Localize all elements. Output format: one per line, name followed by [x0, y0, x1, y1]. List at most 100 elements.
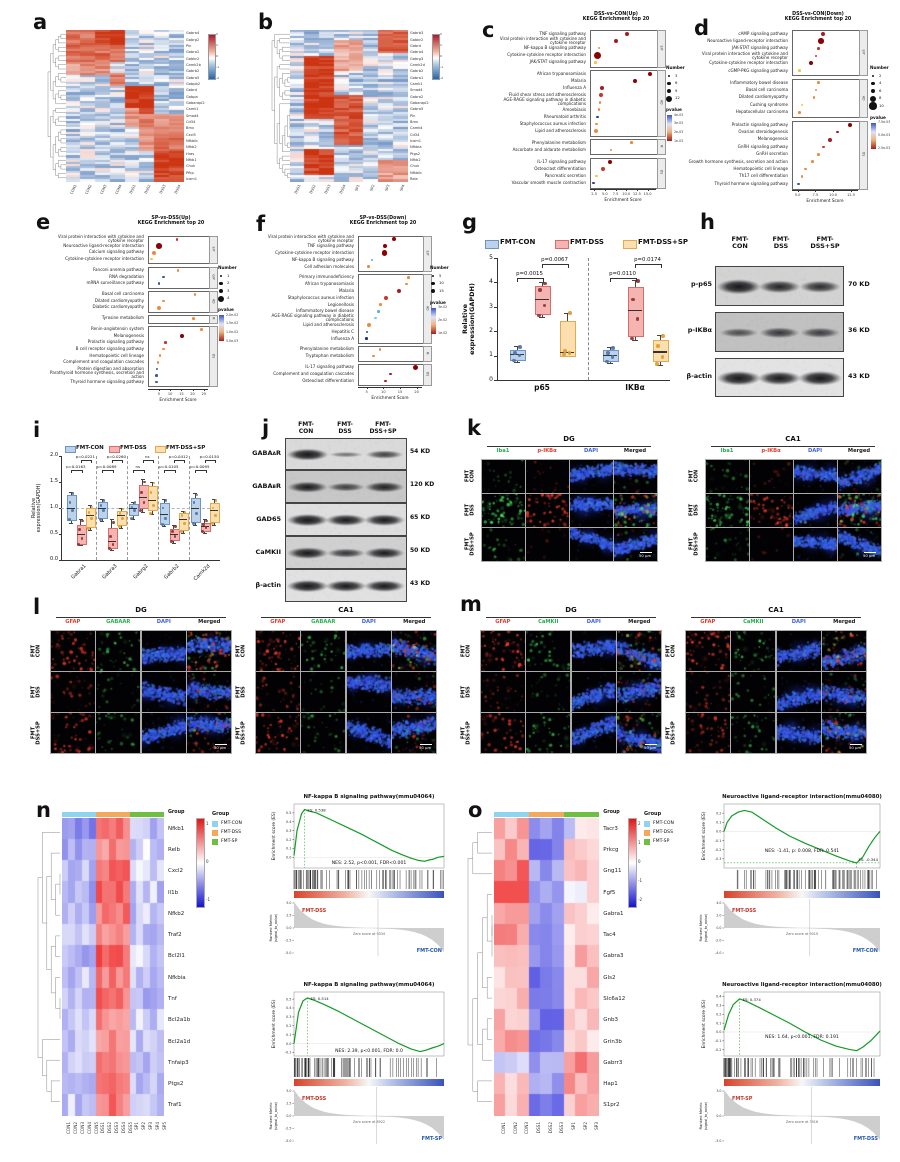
sig-label: p=0.0110 — [609, 271, 636, 277]
pvalue-tick: 4e-03 — [674, 112, 684, 117]
micrograph-l-CA1-0-3 — [391, 629, 437, 672]
facet-strip-label-text: HD — [659, 99, 664, 105]
tick-label: 5 — [365, 390, 368, 394]
legend-number-title: Number — [218, 265, 237, 270]
x-axis — [61, 560, 220, 561]
channel-label: Iba1 — [720, 448, 734, 454]
whisker-cap — [202, 532, 207, 534]
molecular-weight: 43 KD — [848, 371, 870, 380]
sig-bracket — [111, 460, 123, 464]
data-point — [164, 498, 168, 502]
molecular-weight: 54 KD — [410, 448, 431, 455]
sig-bracket — [610, 278, 637, 282]
column-label: SP4 — [398, 184, 406, 192]
blot-column-header: FMT- DSS+SP — [810, 235, 840, 251]
enrichment-dot — [154, 380, 158, 384]
sig-bracket — [195, 470, 207, 474]
gene-label: Bmx — [410, 119, 419, 124]
data-point — [610, 355, 615, 359]
scale-label: 50 μm — [214, 744, 227, 750]
gene-label: Nfkbib — [186, 138, 198, 143]
panel-letter-g: g — [462, 210, 478, 234]
pathway-label: NF-kappa B signaling pathway — [291, 256, 354, 262]
molecular-weight: 65 KD — [410, 513, 431, 521]
blot-image — [285, 569, 407, 602]
median-line — [628, 309, 642, 312]
whisker-cap — [100, 498, 104, 500]
whisker-cap — [78, 545, 83, 547]
sig-label: p=0.0105 — [159, 463, 179, 469]
legend-size-dot — [667, 81, 671, 86]
svg-text:NES: 1.64, p<0.001, FDR: 0.191: NES: 1.64, p<0.001, FDR: 0.191 — [765, 1034, 839, 1040]
pathway-label: Complement and coagulation cascades — [273, 371, 354, 377]
svg-text:0.0: 0.0 — [716, 926, 721, 930]
pathway-label: IL-17 signaling pathway — [537, 158, 586, 164]
facet-strip — [657, 30, 666, 68]
median-line — [107, 541, 116, 543]
data-point — [86, 527, 90, 531]
facet-box — [590, 70, 658, 137]
panel-a: Gabra4 Gabrg2 Pln Gabra2 Gabbr2 Camk2b Gabrb2 G… — [28, 8, 242, 198]
colorbar-tick: 0 — [206, 859, 209, 864]
data-point — [183, 510, 187, 514]
svg-text:0.0: 0.0 — [716, 830, 721, 834]
svg-text:-5.0: -5.0 — [285, 1139, 291, 1143]
pathway-label: GnRH secretion — [756, 151, 788, 157]
panel-h: FMT- CON FMT- DSS FMT- DSS+SP p-p65 70 KD p-I… — [686, 200, 900, 398]
enrichment-dot — [592, 181, 595, 185]
svg-text:0.0: 0.0 — [286, 926, 291, 930]
legend-size-dot — [667, 74, 671, 78]
kegg-title: SP-vs-DSS(Down) KEGG Enrichment top 20 — [349, 216, 417, 227]
median-line — [138, 497, 147, 499]
gene-label: Gabarapl2 — [410, 100, 429, 105]
box — [535, 286, 551, 315]
pathway-label: Basal cell carcinoma — [101, 291, 144, 297]
whisker-cap — [607, 362, 613, 364]
whisker-cap — [109, 549, 114, 551]
channel-label: Iba1 — [496, 448, 510, 454]
row-group-label-text: FMT DSS+SP — [688, 532, 700, 556]
data-point — [538, 287, 542, 292]
pathway-label: AGE-RAGE signaling pathway in diabetic c… — [271, 313, 354, 323]
data-point — [90, 517, 93, 520]
tick-label: 5.0 — [794, 193, 801, 197]
tick — [192, 389, 194, 391]
gene-label: Gabrb3 — [410, 31, 424, 36]
micrograph-m-CA1-0-3 — [821, 629, 867, 672]
legend-label: FMT-CON — [221, 820, 242, 826]
tick — [494, 258, 497, 259]
column-label: CON2 — [84, 184, 93, 196]
legend-size-dot — [869, 102, 877, 110]
blot-image — [715, 312, 844, 352]
micrograph-m-DG-1-3 — [616, 670, 662, 713]
facet-box — [148, 236, 210, 265]
legend-label: FMT-SP — [221, 838, 238, 844]
data-point — [512, 358, 516, 363]
sig-label: p=0.0067 — [541, 257, 568, 263]
blot-image — [715, 266, 844, 306]
kegg-title: DSS-vs-CON(Up) KEGG Enrichment top 20 — [582, 12, 650, 23]
micrograph-l-CA1-1-0 — [254, 670, 301, 713]
blot-row-label: β-actin — [255, 580, 281, 589]
legend-size-label: 3 — [227, 287, 230, 293]
legend-size-label: 8 — [879, 95, 882, 100]
enrichment-dot — [179, 333, 184, 338]
pathway-label: Renin-angiotensin system — [90, 326, 144, 332]
colorbar-tick: 0 — [216, 54, 218, 58]
micrograph-m-DG-0-2 — [570, 629, 617, 672]
micrograph-l-DG-2-2 — [140, 711, 187, 754]
data-point — [171, 530, 174, 533]
enrichment-dot — [800, 175, 804, 178]
facet-box — [590, 30, 658, 68]
micrograph-l-CA1-1-1 — [300, 670, 346, 713]
column-label: DSS1 — [100, 1122, 106, 1134]
median-line — [191, 507, 199, 509]
legend-pvalue-title: pvalue — [870, 114, 886, 120]
legend-size-dot — [666, 88, 672, 94]
gene-label: Bmx — [186, 126, 195, 131]
tick — [366, 387, 368, 389]
row-group-label-text: FMT DSS+SP — [665, 720, 677, 745]
channel-label: CaMKII — [743, 619, 764, 625]
svg-text:Ranked Metric: Ranked Metric — [698, 1102, 703, 1129]
kegg-title: SP-vs-DSS(Up) KEGG Enrichment top 20 — [137, 216, 205, 227]
